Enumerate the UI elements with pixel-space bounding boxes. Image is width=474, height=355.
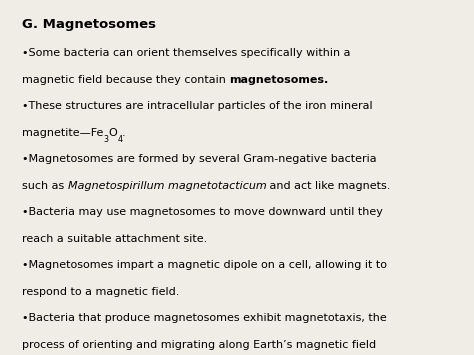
Text: 4: 4	[117, 135, 122, 144]
Text: such as: such as	[22, 181, 68, 191]
Text: magnetite—Fe: magnetite—Fe	[22, 128, 103, 138]
Text: G. Magnetosomes: G. Magnetosomes	[22, 18, 156, 31]
Text: .: .	[122, 128, 126, 138]
Text: magnetic field because they contain: magnetic field because they contain	[22, 75, 229, 85]
Text: process of orienting and migrating along Earth’s magnetic field: process of orienting and migrating along…	[22, 340, 376, 350]
Text: •Some bacteria can orient themselves specifically within a: •Some bacteria can orient themselves spe…	[22, 49, 350, 59]
Text: Magnetospirillum magnetotacticum: Magnetospirillum magnetotacticum	[68, 181, 266, 191]
Text: •Magnetosomes are formed by several Gram-negative bacteria: •Magnetosomes are formed by several Gram…	[22, 154, 377, 164]
Text: 3: 3	[103, 135, 109, 144]
Text: reach a suitable attachment site.: reach a suitable attachment site.	[22, 234, 207, 244]
Text: •Bacteria may use magnetosomes to move downward until they: •Bacteria may use magnetosomes to move d…	[22, 207, 383, 218]
Text: respond to a magnetic field.: respond to a magnetic field.	[22, 287, 179, 297]
Text: O: O	[109, 128, 117, 138]
Text: •These structures are intracellular particles of the iron mineral: •These structures are intracellular part…	[22, 102, 373, 111]
Text: magnetosomes.: magnetosomes.	[229, 75, 328, 85]
Text: •Bacteria that produce magnetosomes exhibit magnetotaxis, the: •Bacteria that produce magnetosomes exhi…	[22, 313, 387, 323]
Text: and act like magnets.: and act like magnets.	[266, 181, 391, 191]
Text: •Magnetosomes impart a magnetic dipole on a cell, allowing it to: •Magnetosomes impart a magnetic dipole o…	[22, 261, 387, 271]
